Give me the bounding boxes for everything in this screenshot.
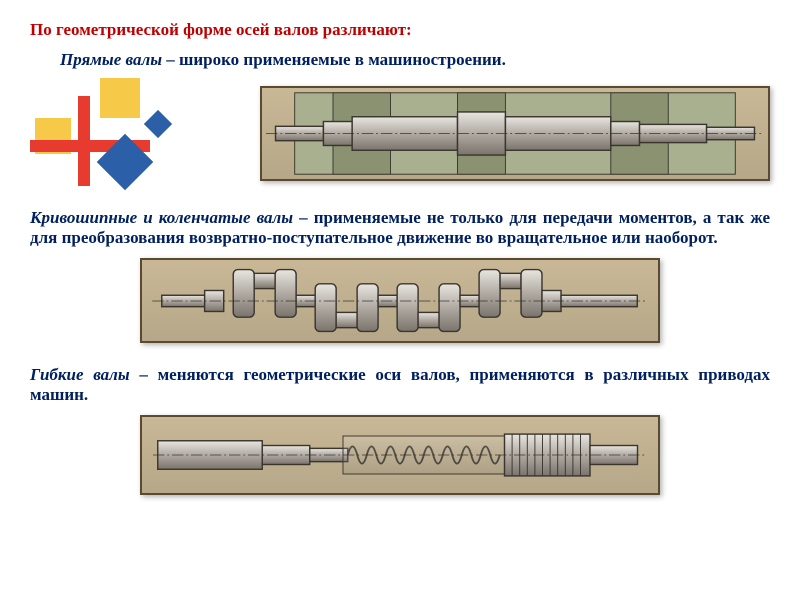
block3-label: Гибкие валы: [30, 365, 130, 384]
block1-desc: – широко применяемые в машиностроении.: [162, 50, 506, 69]
blue-diamond-icon: [144, 110, 172, 138]
block1-label: Прямые валы: [60, 50, 162, 69]
straight-shaft-svg: [262, 88, 768, 179]
figure-row-3: [30, 415, 770, 495]
block3-text: Гибкие валы – меняются геометрические ос…: [30, 365, 770, 405]
figure-row-1: [30, 78, 770, 188]
page-title: По геометрической форме осей валов разли…: [30, 20, 770, 40]
crankshaft-figure: [140, 258, 660, 343]
crankshaft-svg: [142, 260, 658, 341]
yellow-square-icon: [100, 78, 140, 118]
block2-text: Кривошипные и коленчатые валы – применяе…: [30, 208, 770, 248]
block2-label: Кривошипные и коленчатые валы: [30, 208, 293, 227]
flexible-shaft-figure: [140, 415, 660, 495]
block1-text: Прямые валы – широко применяемые в машин…: [60, 50, 770, 70]
straight-shaft-figure: [260, 86, 770, 181]
block3-desc: – меняются геометрические оси валов, при…: [30, 365, 770, 404]
flexible-shaft-svg: [142, 417, 658, 493]
figure-row-2: [30, 258, 770, 343]
abstract-shapes-decor: [30, 78, 250, 188]
